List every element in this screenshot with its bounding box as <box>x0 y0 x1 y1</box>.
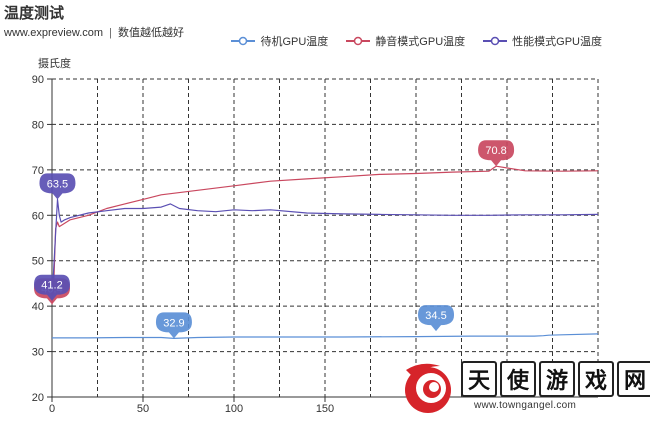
x-tick-label: 50 <box>137 403 149 415</box>
legend-label-quiet: 静音模式GPU温度 <box>375 36 466 48</box>
separator: | <box>109 27 112 39</box>
marker-pin-1 <box>478 140 515 167</box>
y-axis-label: 摄氏度 <box>38 56 71 70</box>
x-tick-label: 0 <box>49 403 55 415</box>
marker-pin-0 <box>418 305 455 332</box>
watermark-char: 天 <box>461 361 497 397</box>
watermark-text: 天 使 游 戏 网 <box>461 361 650 397</box>
watermark-char: 使 <box>500 361 536 397</box>
watermark-char: 游 <box>539 361 575 397</box>
y-tick-label: 20 <box>32 392 44 404</box>
marker-label-2: 63.5 <box>47 178 68 190</box>
legend-item-idle[interactable]: 待机GPU温度 <box>231 33 328 49</box>
legend-label-idle: 待机GPU温度 <box>260 36 329 48</box>
legend: 待机GPU温度 静音模式GPU温度 性能模式GPU温度 <box>231 33 602 49</box>
marker-pin-2 <box>39 173 76 200</box>
x-tick-label: 150 <box>316 403 334 415</box>
y-tick-label: 70 <box>32 165 44 177</box>
y-tick-label: 60 <box>32 210 44 222</box>
note: 数值越低越好 <box>118 27 185 39</box>
marker-pin-2 <box>34 274 70 301</box>
marker-label-1: 70.8 <box>485 145 506 157</box>
watermark-logo <box>405 363 451 413</box>
watermark-char: 戏 <box>578 361 614 397</box>
site-url: www.expreview.com <box>4 27 104 39</box>
legend-swatch-performance <box>483 36 508 46</box>
marker-label-2: 41.2 <box>41 280 62 292</box>
legend-swatch-quiet <box>346 36 371 46</box>
y-tick-label: 80 <box>32 119 44 131</box>
watermark: 天 使 游 戏 网 www.towngangel.com <box>398 358 650 422</box>
legend-swatch-idle <box>231 36 256 46</box>
series-line-0 <box>52 333 599 339</box>
chart-subtitle: www.expreview.com | 数值越低越好 <box>4 24 184 40</box>
x-tick-label: 100 <box>225 403 243 415</box>
legend-label-performance: 性能模式GPU温度 <box>512 36 602 48</box>
y-tick-label: 90 <box>32 74 44 86</box>
y-tick-label: 40 <box>32 301 44 313</box>
legend-item-performance[interactable]: 性能模式GPU温度 <box>483 33 602 49</box>
chart-title: 温度测试 <box>4 5 65 22</box>
y-tick-label: 50 <box>32 256 44 268</box>
watermark-char: 网 <box>617 361 650 397</box>
legend-item-quiet[interactable]: 静音模式GPU温度 <box>346 33 465 49</box>
y-tick-label: 30 <box>32 347 44 359</box>
series-line-1 <box>51 165 599 305</box>
watermark-url: www.towngangel.com <box>474 400 577 411</box>
marker-label-0: 34.5 <box>425 310 446 322</box>
marker-label-0: 32.9 <box>163 317 184 329</box>
series-line-2 <box>51 198 599 301</box>
marker-pin-0 <box>155 312 192 339</box>
